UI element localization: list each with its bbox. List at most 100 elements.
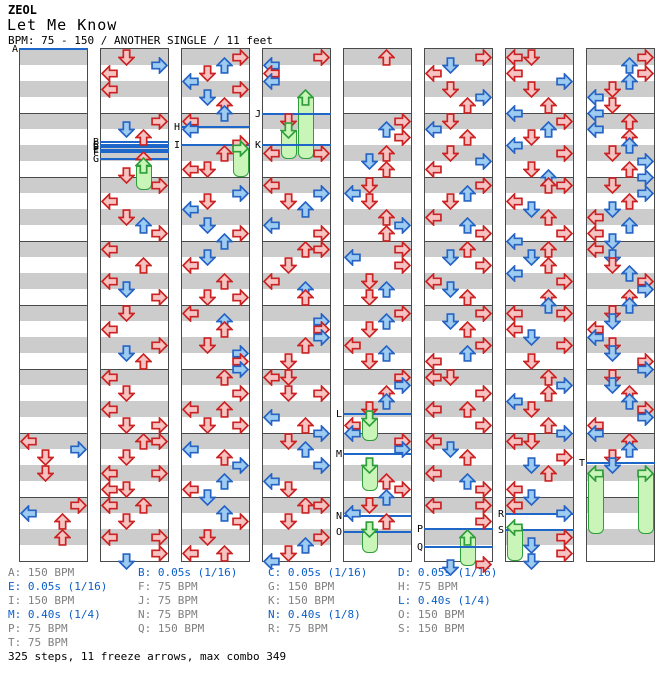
step-arrow-down-icon <box>441 280 459 298</box>
step-arrow-left-icon <box>587 88 604 106</box>
step-arrow-left-icon <box>101 64 118 82</box>
marker-letter-A: A <box>11 44 18 55</box>
step-arrow-right-icon <box>232 512 250 530</box>
beat-band <box>344 369 411 385</box>
step-arrow-down-icon <box>603 176 621 194</box>
step-arrow-right-icon <box>151 288 169 306</box>
beat-band <box>182 241 249 257</box>
step-arrow-down-icon <box>441 312 459 330</box>
beat-band <box>101 113 168 129</box>
step-arrow-right-icon <box>394 480 412 498</box>
measure-line <box>425 241 492 242</box>
step-arrow-up-icon <box>296 288 314 306</box>
step-arrow-right-icon <box>637 408 655 426</box>
beat-band <box>344 241 411 257</box>
step-arrow-down-icon <box>441 192 459 210</box>
freeze-arrow-down-icon <box>360 456 378 474</box>
step-arrow-up-icon <box>53 528 71 546</box>
bpm-stop-marker-line-L <box>343 412 412 415</box>
step-arrow-down-icon <box>441 56 459 74</box>
step-arrow-left-icon <box>182 304 199 322</box>
beat-band <box>20 49 87 65</box>
step-arrow-right-icon <box>394 128 412 146</box>
step-arrow-down-icon <box>522 352 540 370</box>
chart-column-1 <box>19 48 88 562</box>
freeze-arrow-left-icon <box>506 518 523 536</box>
step-arrow-up-icon <box>458 216 476 234</box>
beat-band <box>182 465 249 481</box>
step-arrow-right-icon <box>475 384 493 402</box>
step-arrow-down-icon <box>117 384 135 402</box>
bpm-stop-marker-line-P <box>424 528 493 530</box>
step-arrow-up-icon <box>620 136 638 154</box>
beat-band <box>344 305 411 321</box>
step-arrow-down-icon <box>279 480 297 498</box>
step-arrow-left-icon <box>425 160 442 178</box>
step-arrow-up-icon <box>458 128 476 146</box>
step-arrow-up-icon <box>134 128 152 146</box>
legend-entry-N: N: 0.40s (1/8) <box>268 608 361 621</box>
legend-entry-J: J: 75 BPM <box>138 594 198 607</box>
step-arrow-down-icon <box>441 112 459 130</box>
chart-column-6 <box>424 48 493 576</box>
freeze-arrow-up-icon <box>134 157 152 175</box>
step-arrow-right-icon <box>151 416 169 434</box>
step-arrow-right-icon <box>637 280 655 298</box>
beat-band <box>20 273 87 289</box>
step-arrow-left-icon <box>506 304 523 322</box>
step-arrow-right-icon <box>475 555 493 573</box>
step-arrow-right-icon <box>475 48 493 66</box>
step-arrow-right-icon <box>151 224 169 242</box>
step-arrow-down-icon <box>360 176 378 194</box>
measure-line <box>263 433 330 434</box>
step-arrow-up-icon <box>539 256 557 274</box>
step-arrow-right-icon <box>637 48 655 66</box>
step-arrow-left-icon <box>425 352 442 370</box>
step-arrow-left-icon <box>587 328 604 346</box>
step-arrow-right-icon <box>475 512 493 530</box>
freeze-arrow-down-icon <box>279 122 297 140</box>
step-arrow-right-icon <box>475 256 493 274</box>
step-arrow-left-icon <box>182 72 199 90</box>
beat-band <box>587 273 654 289</box>
step-arrow-left-icon <box>425 64 442 82</box>
step-arrow-left-icon <box>425 272 442 290</box>
measure-line <box>587 241 654 242</box>
beat-band <box>20 113 87 129</box>
step-arrow-right-icon <box>232 48 250 66</box>
bpm-stop-marker-line-F <box>100 151 169 154</box>
step-arrow-left-icon <box>101 80 118 98</box>
step-arrow-right-icon <box>232 416 250 434</box>
measure-line <box>587 433 654 434</box>
step-arrow-left-icon <box>101 368 118 386</box>
beat-band <box>20 401 87 417</box>
step-arrow-left-icon <box>20 432 37 450</box>
step-arrow-left-icon <box>101 240 118 258</box>
step-arrow-left-icon <box>506 392 523 410</box>
step-arrow-up-icon <box>377 160 395 178</box>
marker-letter-I: I <box>173 140 180 151</box>
beat-band <box>20 305 87 321</box>
step-arrow-down-icon <box>360 192 378 210</box>
step-arrow-left-icon <box>506 64 523 82</box>
beat-band <box>20 369 87 385</box>
measure-line <box>182 177 249 178</box>
step-arrow-up-icon <box>458 288 476 306</box>
step-arrow-up-icon <box>134 496 152 514</box>
step-arrow-down-icon <box>279 256 297 274</box>
step-arrow-up-icon <box>458 240 476 258</box>
step-arrow-down-icon <box>360 152 378 170</box>
step-arrow-right-icon <box>151 464 169 482</box>
step-arrow-down-icon <box>603 80 621 98</box>
step-arrow-down-icon <box>522 488 540 506</box>
step-arrow-right-icon <box>394 256 412 274</box>
step-arrow-left-icon <box>425 400 442 418</box>
step-arrow-right-icon <box>151 336 169 354</box>
chart-column-5 <box>343 48 412 562</box>
step-arrow-right-icon <box>313 48 331 66</box>
step-arrow-right-icon <box>313 240 331 258</box>
step-arrow-right-icon <box>556 144 574 162</box>
step-arrow-down-icon <box>279 544 297 562</box>
legend-entry-G: G: 150 BPM <box>268 580 335 593</box>
step-arrow-right-icon <box>556 424 574 442</box>
